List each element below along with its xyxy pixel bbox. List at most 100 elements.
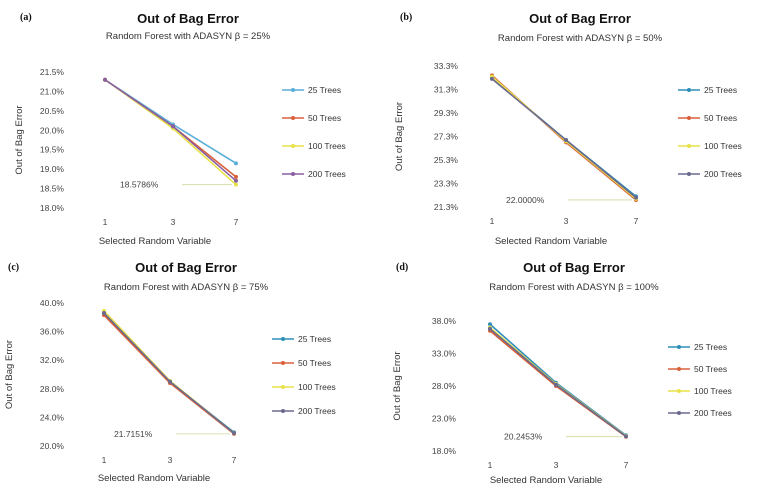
annotation-label: 18.5786% [120, 180, 159, 190]
y-tick-label: 36.0% [40, 327, 65, 337]
chart-title: Out of Bag Error [137, 11, 239, 26]
y-axis-label: Out of Bag Error [4, 340, 15, 409]
legend-marker [687, 172, 691, 176]
legend-marker [291, 88, 295, 92]
legend-marker [281, 409, 285, 413]
chart-subtitle: Random Forest with ADASYN β = 50% [498, 33, 663, 44]
y-tick-label: 24.0% [40, 412, 65, 422]
data-point [624, 434, 628, 439]
chart-panel-3: (c) Out of Bag Error Random Forest with AD… [4, 260, 336, 484]
legend-marker [687, 116, 691, 120]
data-point [234, 182, 238, 187]
legend-label: 100 Trees [308, 141, 346, 151]
chart-title: Out of Bag Error [135, 260, 237, 275]
annotation-label: 22.0000% [506, 195, 545, 205]
legend-label: 200 Trees [298, 406, 336, 416]
panel-label: (b) [400, 12, 412, 23]
legend-label: 50 Trees [694, 364, 727, 374]
x-tick-label: 7 [234, 217, 239, 227]
data-point [234, 178, 238, 183]
data-point [232, 431, 236, 436]
x-tick-label: 7 [634, 216, 639, 226]
y-axis-label: Out of Bag Error [392, 351, 403, 420]
y-tick-label: 18.0% [40, 203, 65, 213]
series-line [489, 323, 627, 437]
y-tick-label: 25.3% [434, 155, 459, 165]
panel-label: (a) [20, 12, 32, 23]
x-axis-label: Selected Random Variable [99, 236, 211, 247]
legend-label: 100 Trees [298, 382, 336, 392]
panel-label: (c) [8, 262, 19, 273]
legend-label: 25 Trees [298, 334, 331, 344]
x-axis-label: Selected Random Variable [98, 473, 210, 484]
y-tick-label: 18.0% [432, 446, 457, 456]
y-tick-label: 32.0% [40, 355, 65, 365]
y-tick-label: 40.0% [40, 298, 65, 308]
series-line [104, 79, 237, 186]
data-point [554, 382, 558, 387]
data-point [168, 379, 172, 384]
y-tick-label: 38.0% [432, 316, 457, 326]
y-axis-label: Out of Bag Error [394, 102, 405, 171]
chart-subtitle: Random Forest with ADASYN β = 25% [106, 31, 271, 42]
y-tick-label: 18.5% [40, 184, 65, 194]
legend-label: 200 Trees [308, 169, 346, 179]
legend-label: 200 Trees [704, 169, 742, 179]
legend-marker [687, 144, 691, 148]
legend-marker [281, 337, 285, 341]
series-line [491, 78, 637, 199]
y-tick-label: 21.5% [40, 67, 65, 77]
data-point [234, 174, 238, 179]
series-line [104, 79, 237, 182]
legend-marker [677, 367, 681, 371]
annotation-label: 21.7151% [114, 429, 153, 439]
y-axis-label: Out of Bag Error [14, 105, 25, 174]
x-tick-label: 1 [488, 460, 493, 470]
chart-panel-2: (b) Out of Bag Error Random Forest with AD… [394, 11, 742, 247]
chart-panel-4: (d) Out of Bag Error Random Forest with AD… [392, 260, 732, 486]
legend-marker [687, 88, 691, 92]
data-point [103, 77, 107, 82]
y-tick-label: 28.0% [40, 384, 65, 394]
x-tick-label: 3 [168, 455, 173, 465]
x-tick-label: 7 [624, 460, 629, 470]
y-tick-label: 23.0% [432, 414, 457, 424]
legend-marker [677, 345, 681, 349]
legend-marker [291, 172, 295, 176]
x-tick-label: 7 [232, 455, 237, 465]
x-tick-label: 1 [103, 217, 108, 227]
data-point [488, 326, 492, 331]
legend-label: 100 Trees [704, 141, 742, 151]
data-point [490, 76, 494, 81]
y-tick-label: 33.3% [434, 61, 459, 71]
y-tick-label: 23.3% [434, 179, 459, 189]
legend-marker [281, 385, 285, 389]
y-tick-label: 20.5% [40, 106, 65, 116]
legend-label: 25 Trees [704, 85, 737, 95]
y-tick-label: 19.0% [40, 164, 65, 174]
y-tick-label: 20.0% [40, 125, 65, 135]
chart-panel-1: (a) Out of Bag Error Random Forest with AD… [14, 11, 346, 247]
legend-label: 25 Trees [308, 85, 341, 95]
chart-title: Out of Bag Error [529, 11, 631, 26]
x-tick-label: 3 [564, 216, 569, 226]
series-line [103, 310, 235, 434]
legend-marker [677, 411, 681, 415]
chart-subtitle: Random Forest with ADASYN β = 75% [104, 282, 269, 293]
x-tick-label: 1 [490, 216, 495, 226]
legend-label: 100 Trees [694, 386, 732, 396]
data-point [634, 195, 638, 200]
x-tick-label: 3 [554, 460, 559, 470]
legend-marker [677, 389, 681, 393]
x-axis-label: Selected Random Variable [495, 236, 607, 247]
x-tick-label: 1 [102, 455, 107, 465]
data-point [564, 138, 568, 143]
chart-subtitle: Random Forest with ADASYN β = 100% [489, 282, 659, 293]
legend-label: 50 Trees [704, 113, 737, 123]
y-tick-label: 19.5% [40, 145, 65, 155]
y-tick-label: 20.0% [40, 441, 65, 451]
legend-label: 50 Trees [298, 358, 331, 368]
y-tick-label: 21.0% [40, 86, 65, 96]
y-tick-label: 33.0% [432, 349, 457, 359]
